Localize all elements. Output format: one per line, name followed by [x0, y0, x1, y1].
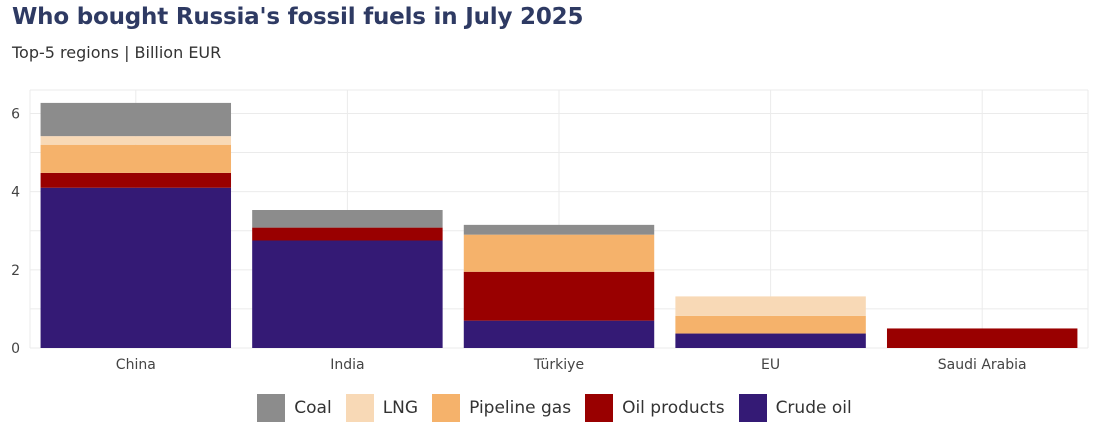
x-tick-label: Saudi Arabia [938, 357, 1027, 373]
bar-segment [40, 102, 232, 137]
y-tick-label: 2 [11, 263, 20, 279]
bar-segment [252, 240, 443, 348]
bar-segment [886, 328, 1078, 348]
bar-segment [252, 227, 443, 241]
bar-segment [463, 271, 655, 321]
y-tick-label: 6 [11, 106, 20, 122]
x-tick-label: EU [761, 357, 780, 373]
x-tick-label: Türkiye [533, 357, 584, 373]
legend-item: Crude oil [738, 394, 852, 422]
bar-segment [675, 333, 866, 348]
y-axis-ticks: 0 2 4 6 [11, 106, 20, 357]
bar-segment [252, 210, 443, 228]
legend-label: LNG [382, 398, 419, 418]
x-tick-label: China [116, 357, 156, 373]
chart-subtitle: Top-5 regions | Billion EUR [12, 43, 222, 62]
legend-item: LNG [345, 394, 419, 422]
bar-segment [463, 224, 655, 235]
legend-swatch [585, 394, 614, 422]
legend-label: Pipeline gas [469, 398, 572, 418]
bar-segment [675, 315, 866, 334]
legend-item: Pipeline gas [432, 394, 571, 422]
legend-label: Crude oil [775, 398, 852, 418]
bar-segment [463, 234, 655, 272]
legend-swatch [345, 394, 374, 422]
bar-segment [40, 144, 232, 173]
chart-title: Who bought Russia's fossil fuels in July… [12, 4, 584, 30]
y-tick-label: 0 [11, 341, 20, 357]
bar-segment [40, 172, 232, 188]
bar-segment [40, 136, 232, 145]
bar-segment [463, 320, 655, 348]
x-tick-label: India [330, 357, 364, 373]
bar-segment [40, 187, 232, 348]
legend-label: Coal [294, 398, 332, 418]
y-tick-label: 4 [11, 185, 20, 201]
legend-swatch [738, 394, 767, 422]
legend-item: Oil products [585, 394, 725, 422]
legend: Coal LNG Pipeline gas Oil products Crude oil [0, 393, 1109, 423]
x-axis-ticks: China India Türkiye EU Saudi Arabia [116, 357, 1027, 373]
bar-segment [675, 296, 866, 316]
legend-item: Coal [257, 394, 332, 422]
legend-swatch [432, 394, 461, 422]
legend-label: Oil products [622, 398, 725, 418]
bars [40, 102, 1078, 348]
legend-swatch [257, 394, 286, 422]
